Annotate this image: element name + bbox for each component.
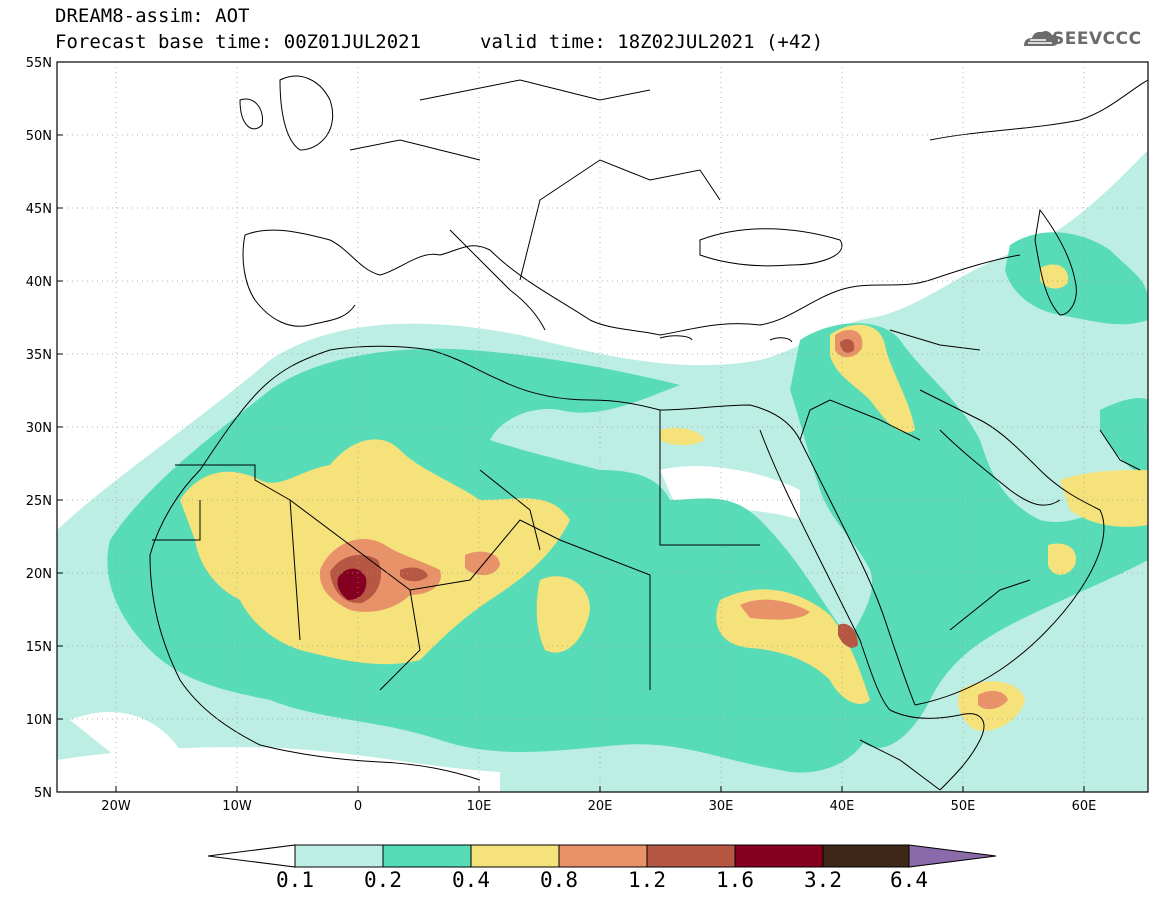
colorbar: [207, 844, 997, 868]
colorbar-label: 0.2: [364, 868, 402, 892]
coastlines: [149, 75, 1148, 791]
colorbar-box: [558, 844, 648, 868]
forecast-base-time: Forecast base time: 00Z01JUL2021: [55, 31, 422, 53]
colorbar-box: [646, 844, 736, 868]
lon-label: 0: [354, 799, 362, 814]
lat-label: 5N: [34, 786, 52, 801]
colorbar-box: [734, 844, 824, 868]
logo-text: SEEVCCC: [1052, 29, 1142, 49]
colorbar-high-arrow: [908, 844, 997, 868]
lon-label: 10W: [222, 799, 252, 814]
lat-labels: 55N 50N 45N 40N 35N 30N 25N 20N 15N 10N …: [26, 56, 52, 801]
lon-label: 20E: [588, 799, 613, 814]
colorbar-low-arrow: [207, 844, 296, 868]
lon-label: 10E: [467, 799, 492, 814]
lat-label: 30N: [26, 421, 52, 436]
lat-label: 20N: [26, 567, 52, 582]
lon-label: 60E: [1072, 799, 1097, 814]
lat-label: 50N: [26, 129, 52, 144]
gridlines: [57, 62, 1148, 792]
colorbar-box: [382, 844, 472, 868]
colorbar-label: 3.2: [804, 868, 842, 892]
colorbar-label: 6.4: [890, 868, 928, 892]
valid-time: valid time: 18Z02JUL2021 (+42): [480, 31, 824, 53]
colorbar-label: 1.6: [716, 868, 754, 892]
cloud-icon: [1024, 31, 1058, 46]
lat-label: 40N: [26, 275, 52, 290]
lat-label: 45N: [26, 202, 52, 217]
lon-label: 30E: [709, 799, 734, 814]
colorbar-label: 0.8: [540, 868, 578, 892]
colorbar-label: 1.2: [628, 868, 666, 892]
lat-label: 55N: [26, 56, 52, 71]
aot-level-1.6: [337, 568, 367, 600]
lon-labels: 20W 10W 0 10E 20E 30E 40E 50E 60E: [101, 799, 1096, 814]
product-title: DREAM8-assim: AOT: [55, 5, 250, 27]
lat-label: 25N: [26, 494, 52, 509]
colorbar-box: [294, 844, 384, 868]
colorbar-box: [822, 844, 910, 868]
lat-label: 15N: [26, 640, 52, 655]
lat-label: 35N: [26, 348, 52, 363]
colorbar-label: 0.1: [276, 868, 314, 892]
lon-label: 20W: [101, 799, 131, 814]
lat-label: 10N: [26, 713, 52, 728]
lon-label: 50E: [951, 799, 976, 814]
lon-label: 40E: [830, 799, 855, 814]
colorbar-label: 0.4: [452, 868, 490, 892]
colorbar-box: [470, 844, 560, 868]
